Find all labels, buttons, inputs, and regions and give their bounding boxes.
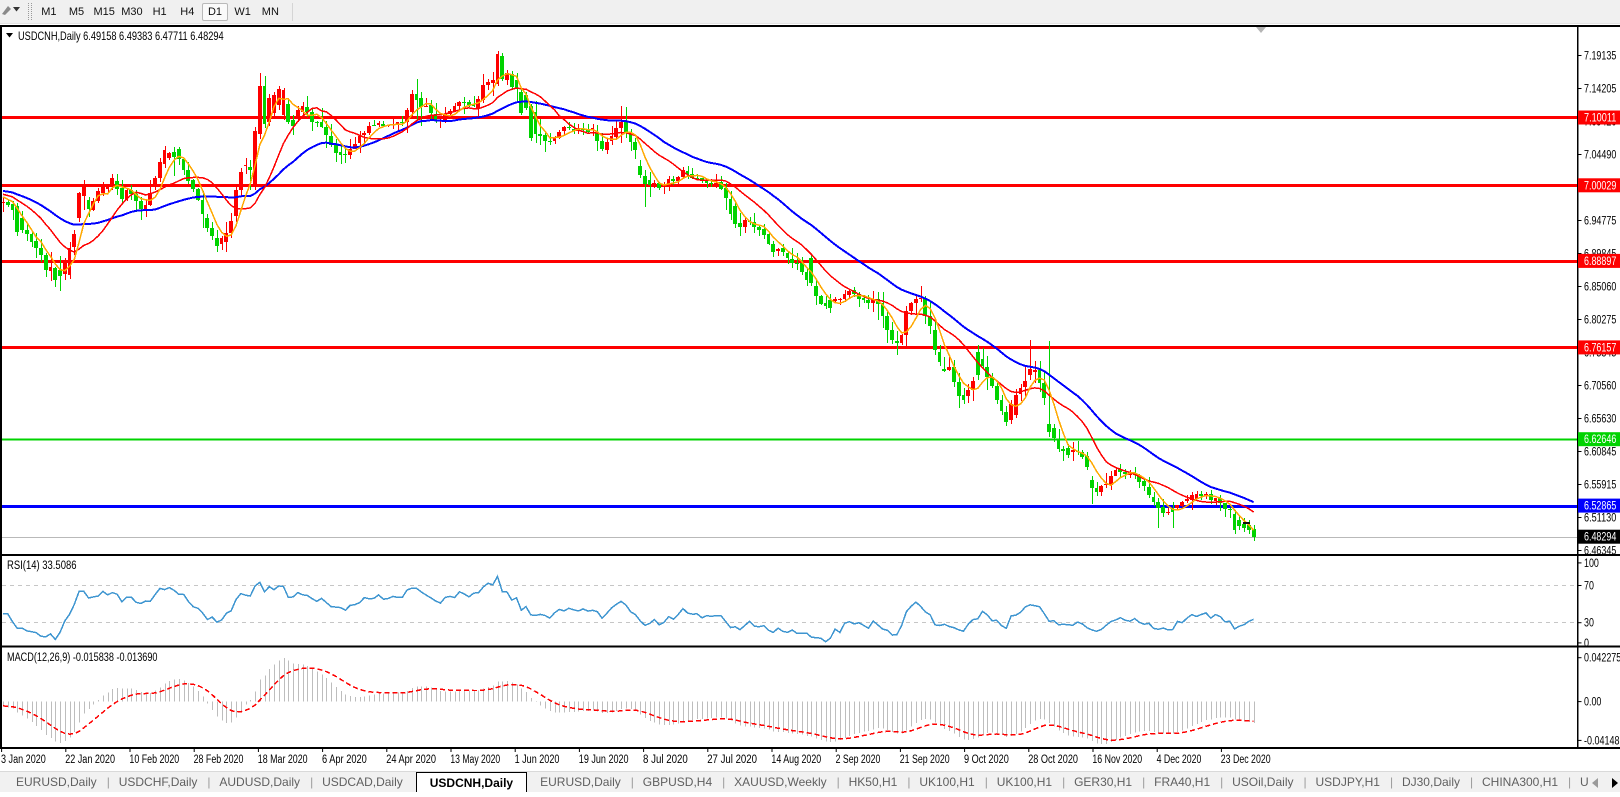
svg-text:0.00: 0.00 xyxy=(1584,697,1601,709)
svg-text:6.52865: 6.52865 xyxy=(1584,501,1616,513)
svg-text:0.042275: 0.042275 xyxy=(1584,653,1620,665)
svg-text:2 Sep 2020: 2 Sep 2020 xyxy=(836,754,881,766)
svg-text:6 Apr 2020: 6 Apr 2020 xyxy=(322,754,367,766)
svg-text:6.62646: 6.62646 xyxy=(1584,434,1616,446)
svg-text:13 May 2020: 13 May 2020 xyxy=(450,754,500,766)
svg-text:19 Jun 2020: 19 Jun 2020 xyxy=(579,754,629,766)
svg-text:6.51130: 6.51130 xyxy=(1584,513,1616,525)
svg-text:RSI(14) 33.5086: RSI(14) 33.5086 xyxy=(7,560,77,572)
svg-text:7.04490: 7.04490 xyxy=(1584,150,1616,162)
svg-text:0: 0 xyxy=(1584,638,1589,650)
svg-text:24 Apr 2020: 24 Apr 2020 xyxy=(386,754,436,766)
svg-text:7.10011: 7.10011 xyxy=(1584,113,1616,125)
svg-text:-0.04148: -0.04148 xyxy=(1584,735,1620,747)
svg-text:7.19135: 7.19135 xyxy=(1584,51,1616,63)
svg-text:100: 100 xyxy=(1584,558,1599,570)
svg-text:MACD(12,26,9) -0.015838 -0.013: MACD(12,26,9) -0.015838 -0.013690 xyxy=(7,652,158,664)
svg-text:4 Dec 2020: 4 Dec 2020 xyxy=(1157,754,1202,766)
svg-text:6.85060: 6.85060 xyxy=(1584,282,1616,294)
svg-text:30: 30 xyxy=(1584,618,1594,630)
svg-text:18 Mar 2020: 18 Mar 2020 xyxy=(258,754,308,766)
svg-text:3 Jan 2020: 3 Jan 2020 xyxy=(1,754,46,766)
svg-text:6.88897: 6.88897 xyxy=(1584,256,1616,268)
svg-text:6.70560: 6.70560 xyxy=(1584,381,1616,393)
svg-text:1 Jun 2020: 1 Jun 2020 xyxy=(515,754,560,766)
svg-text:6.80275: 6.80275 xyxy=(1584,315,1616,327)
svg-text:28 Feb 2020: 28 Feb 2020 xyxy=(194,754,244,766)
svg-text:6.48294: 6.48294 xyxy=(1584,532,1617,544)
svg-text:8 Jul 2020: 8 Jul 2020 xyxy=(643,754,688,766)
svg-text:7.14205: 7.14205 xyxy=(1584,84,1616,96)
svg-text:21 Sep 2020: 21 Sep 2020 xyxy=(900,754,950,766)
svg-text:23 Dec 2020: 23 Dec 2020 xyxy=(1221,754,1271,766)
svg-text:9 Oct 2020: 9 Oct 2020 xyxy=(964,754,1009,766)
svg-text:6.46345: 6.46345 xyxy=(1584,546,1616,558)
svg-text:28 Oct 2020: 28 Oct 2020 xyxy=(1028,754,1078,766)
svg-text:6.76157: 6.76157 xyxy=(1584,342,1616,354)
svg-text:22 Jan 2020: 22 Jan 2020 xyxy=(65,754,115,766)
svg-text:6.60845: 6.60845 xyxy=(1584,447,1616,459)
svg-text:16 Nov 2020: 16 Nov 2020 xyxy=(1092,754,1142,766)
svg-text:10 Feb 2020: 10 Feb 2020 xyxy=(129,754,179,766)
svg-text:6.55915: 6.55915 xyxy=(1584,480,1616,492)
svg-text:6.65630: 6.65630 xyxy=(1584,414,1616,426)
svg-text:14 Aug 2020: 14 Aug 2020 xyxy=(771,754,821,766)
svg-text:70: 70 xyxy=(1584,581,1594,593)
svg-text:6.94775: 6.94775 xyxy=(1584,216,1616,228)
svg-text:USDCNH,Daily 6.49158 6.49383: USDCNH,Daily 6.49158 6.49383 6.47711 6.4… xyxy=(18,29,224,43)
svg-text:27 Jul 2020: 27 Jul 2020 xyxy=(707,754,757,766)
svg-text:7.00029: 7.00029 xyxy=(1584,180,1616,192)
